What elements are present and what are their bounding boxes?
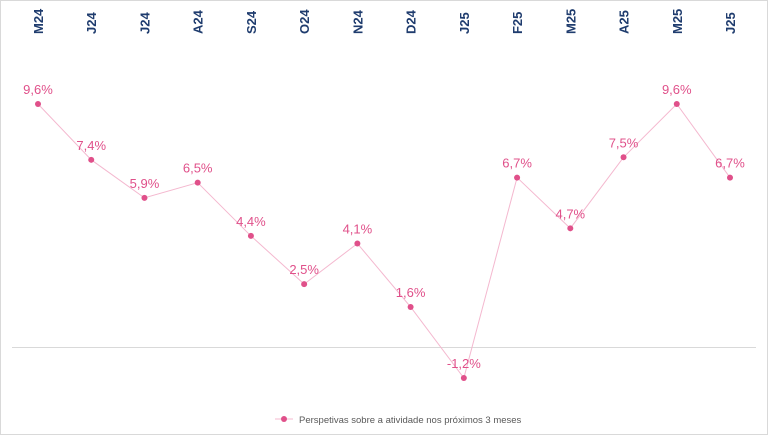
data-label: 5,9% [130,176,160,191]
series-line [37,103,731,380]
data-label: 4,7% [555,206,585,221]
data-label: 9,6% [23,82,53,97]
data-label: 7,5% [609,135,639,150]
data-point [194,179,201,186]
category-label: J24 [84,12,99,34]
data-point [567,225,574,232]
legend-label: Perspetivas sobre a atividade nos próxim… [299,415,522,426]
data-label: 9,6% [662,82,692,97]
category-label: O24 [297,9,312,34]
series-polyline [37,103,731,380]
category-label: S24 [244,10,259,34]
data-label: 1,6% [396,285,426,300]
category-label: J24 [137,12,152,34]
data-label: 7,4% [76,138,106,153]
category-label: A24 [191,9,206,34]
data-markers [35,101,733,381]
data-point [247,232,254,239]
data-point [727,174,733,181]
data-point [673,101,680,107]
data-point [514,174,521,181]
data-point [88,156,95,163]
data-label: 4,4% [236,214,266,229]
category-label: M24 [31,8,46,34]
data-point [35,101,41,107]
category-label: J25 [723,12,738,34]
data-labels: 9,6% 7,4% 5,9% 6,5% 4,4% 2,5% 4,1% 1,6% -1,2% 6,7… [23,82,745,371]
data-label: 2,5% [289,262,319,277]
data-point [141,194,148,201]
category-label: M25 [563,9,578,34]
legend-marker-swatch [281,416,287,422]
data-label: 4,1% [343,222,373,237]
data-point [407,303,414,310]
category-label: A25 [617,10,632,34]
category-label: J25 [457,12,472,34]
category-labels: M24 J24 J24 A24 S24 O24 N24 D24 J25 F25 M25 A25 M25 J… [31,8,738,34]
data-point [620,154,627,161]
category-label: F25 [510,12,525,34]
data-point [460,375,467,381]
legend: Perspetivas sobre a atividade nos próxim… [275,415,522,426]
data-label: 6,7% [502,156,532,171]
category-label: D24 [404,9,419,34]
data-label: 6,5% [183,161,213,176]
data-label: 6,7% [715,156,745,171]
data-label: -1,2% [447,356,481,371]
data-point [301,281,308,288]
data-point [354,240,361,247]
category-label: N24 [350,9,365,34]
category-label: M25 [670,9,685,34]
